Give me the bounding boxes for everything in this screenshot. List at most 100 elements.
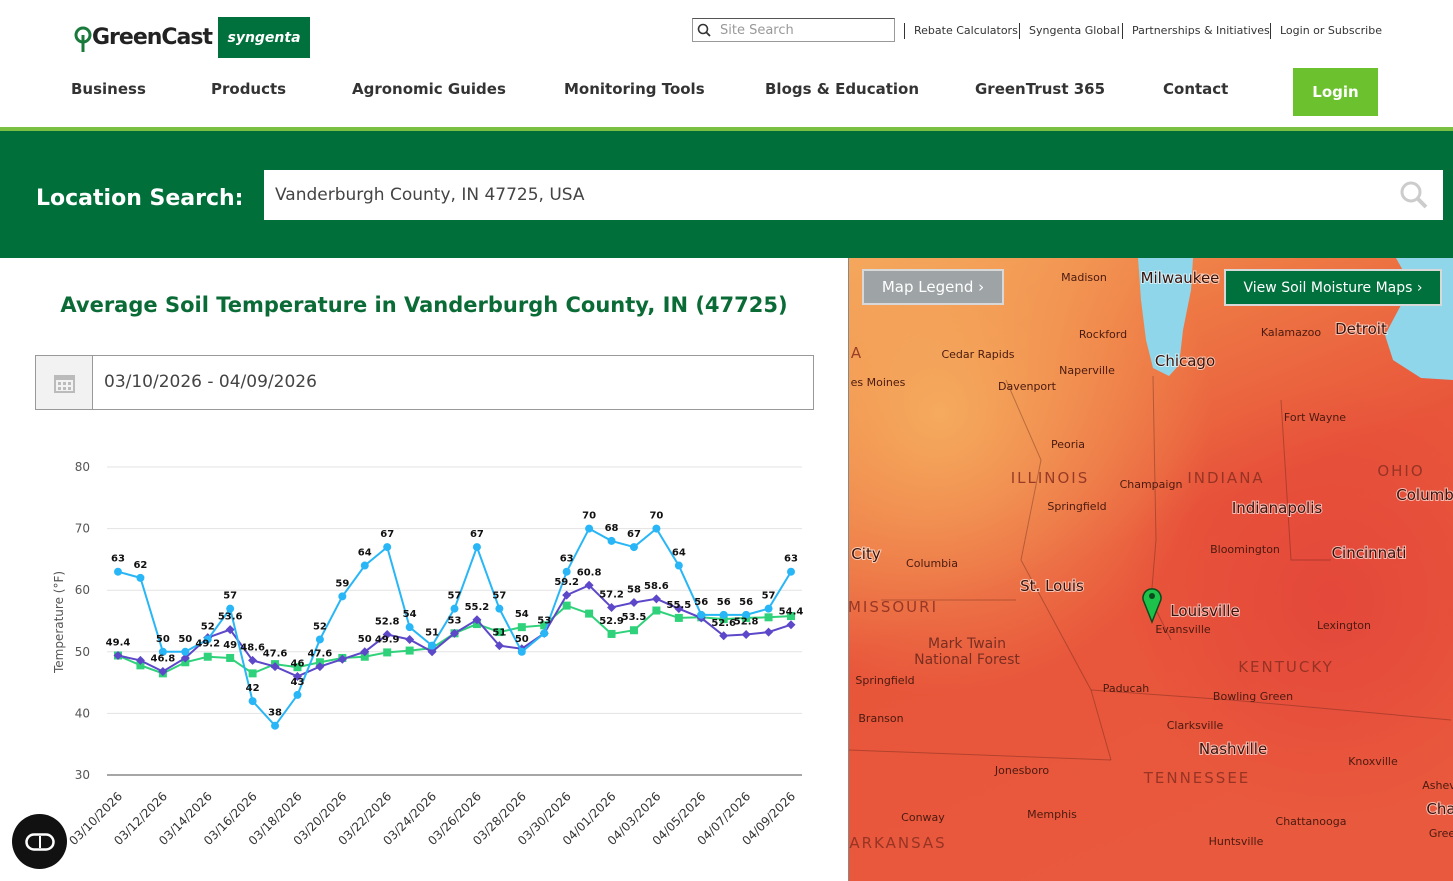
data-label: 50 bbox=[358, 634, 372, 645]
accessibility-icon bbox=[24, 832, 55, 851]
city-label: Chattanooga bbox=[1276, 815, 1347, 828]
data-label: 63 bbox=[111, 554, 125, 565]
data-label: 67 bbox=[627, 529, 641, 540]
brand: syngenta bbox=[218, 17, 311, 58]
data-label: 63 bbox=[560, 554, 574, 565]
data-label: 51 bbox=[492, 628, 506, 639]
nav-item[interactable]: Contact bbox=[1163, 80, 1229, 98]
calendar-icon bbox=[54, 375, 75, 393]
data-label: 51 bbox=[425, 628, 439, 639]
nav-item[interactable]: Business bbox=[71, 80, 146, 98]
point bbox=[405, 646, 414, 655]
logo[interactable]: GreenCast syngenta bbox=[74, 17, 311, 58]
top-link[interactable]: Rebate Calculators bbox=[904, 23, 1018, 39]
y-tick-label: 50 bbox=[75, 645, 90, 659]
data-label: 57 bbox=[448, 591, 462, 602]
city-label: City bbox=[851, 545, 881, 563]
data-label: 50 bbox=[178, 634, 192, 645]
data-label: 68 bbox=[605, 523, 619, 534]
point bbox=[472, 615, 482, 625]
point bbox=[742, 610, 751, 619]
nav-item[interactable]: Agronomic Guides bbox=[352, 80, 506, 98]
chart: Temperature (°F) 30405060708003/10/20260… bbox=[52, 460, 803, 848]
point bbox=[405, 623, 414, 632]
city-label: Louisville bbox=[1170, 602, 1239, 620]
point bbox=[225, 625, 235, 635]
city-label: Kalamazoo bbox=[1261, 326, 1322, 339]
map[interactable]: Madison Milwaukee Rockford Kalamazoo Detroit… bbox=[848, 258, 1453, 881]
city-label: Madison bbox=[1061, 271, 1107, 284]
point bbox=[114, 567, 122, 576]
map-legend-button[interactable]: Map Legend › bbox=[862, 269, 1004, 305]
data-label: 49.9 bbox=[375, 634, 400, 645]
point bbox=[764, 627, 774, 637]
top-link[interactable]: Partnerships & Initiatives bbox=[1122, 23, 1270, 39]
nav-item[interactable]: Products bbox=[211, 80, 287, 98]
point bbox=[293, 690, 302, 699]
point bbox=[135, 655, 145, 665]
city-label: Branson bbox=[858, 712, 903, 725]
city-label: Ashev bbox=[1422, 779, 1453, 792]
city-label: Cincinnati bbox=[1332, 544, 1407, 562]
point bbox=[315, 635, 324, 644]
accessibility-button[interactable] bbox=[12, 814, 67, 869]
city-label: Paducah bbox=[1103, 682, 1150, 695]
login-button[interactable]: Login bbox=[1293, 68, 1378, 116]
city-label: Columb bbox=[1396, 486, 1453, 504]
city-label: Cedar Rapids bbox=[941, 348, 1014, 361]
location-input[interactable]: Vanderburgh County, IN 47725, USA bbox=[264, 170, 1443, 220]
point bbox=[562, 567, 571, 576]
region-label: ILLINOIS bbox=[1011, 469, 1090, 487]
point bbox=[136, 573, 145, 582]
data-label: 47.6 bbox=[308, 649, 333, 660]
point bbox=[383, 648, 392, 657]
city-label: Clarksville bbox=[1167, 719, 1224, 732]
date-range-picker[interactable]: 03/10/2026 - 04/09/2026 bbox=[35, 355, 814, 410]
city-label: Jonesboro bbox=[994, 764, 1049, 777]
point bbox=[383, 543, 392, 552]
point bbox=[517, 623, 526, 632]
city-label: Springfield bbox=[855, 674, 914, 687]
nav-item[interactable]: Blogs & Education bbox=[765, 80, 920, 98]
data-label: 56 bbox=[739, 597, 753, 608]
data-label: 57.2 bbox=[599, 589, 624, 600]
data-label: 60.8 bbox=[577, 567, 602, 578]
point bbox=[719, 615, 728, 624]
top-link[interactable]: Login or Subscribe bbox=[1270, 23, 1382, 39]
point bbox=[674, 613, 683, 622]
site-search[interactable]: Site Search bbox=[692, 18, 895, 42]
y-tick-label: 70 bbox=[75, 522, 90, 536]
city-label: Lexington bbox=[1317, 619, 1371, 632]
city-label: es Moines bbox=[851, 376, 906, 389]
location-pin[interactable] bbox=[1142, 588, 1162, 625]
top-link[interactable]: Syngenta Global bbox=[1019, 23, 1120, 39]
data-label: 64 bbox=[672, 548, 686, 559]
point bbox=[495, 604, 504, 613]
nav-item[interactable]: GreenTrust 365 bbox=[975, 80, 1106, 98]
point bbox=[338, 592, 347, 601]
point bbox=[607, 629, 616, 638]
header: GreenCast syngenta Site Search Rebate Ca… bbox=[0, 0, 1453, 127]
location-search-icon[interactable] bbox=[1397, 178, 1431, 212]
data-label: 59 bbox=[335, 578, 349, 589]
data-label: 59.2 bbox=[554, 577, 579, 588]
city-label: Columbia bbox=[906, 557, 958, 570]
city-label: St. Louis bbox=[1020, 577, 1084, 595]
point bbox=[629, 598, 639, 608]
soil-moisture-button[interactable]: View Soil Moisture Maps › bbox=[1224, 269, 1442, 306]
point bbox=[248, 669, 257, 678]
city-label: Nashville bbox=[1199, 740, 1267, 758]
y-tick-label: 60 bbox=[75, 583, 90, 597]
data-label: 52.8 bbox=[375, 617, 400, 628]
point bbox=[652, 524, 661, 533]
data-label: 43 bbox=[291, 677, 305, 688]
location-band: Location Search: Vanderburgh County, IN … bbox=[0, 131, 1453, 258]
point bbox=[764, 613, 773, 622]
point bbox=[113, 650, 123, 660]
data-label: 67 bbox=[380, 529, 394, 540]
nav-item[interactable]: Monitoring Tools bbox=[564, 80, 705, 98]
point bbox=[271, 721, 280, 730]
series-line bbox=[117, 527, 792, 728]
region-label: OHIO bbox=[1377, 462, 1424, 480]
